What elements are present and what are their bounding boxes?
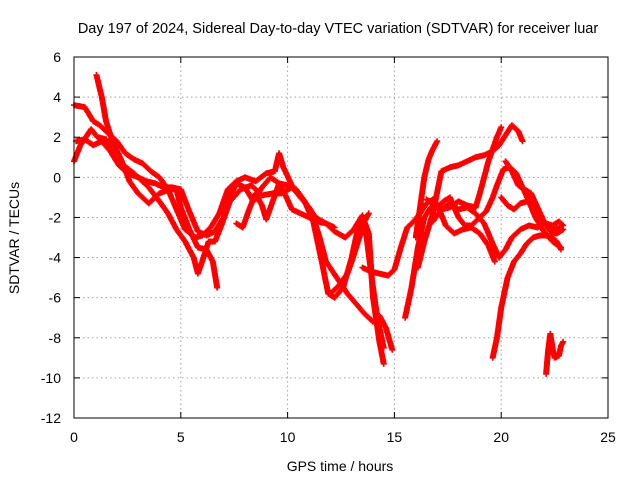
data-point-markers bbox=[233, 180, 338, 231]
x-tick-label: 20 bbox=[493, 429, 509, 445]
data-point-markers bbox=[327, 210, 372, 297]
series-track-16 bbox=[543, 330, 567, 377]
series-track-5 bbox=[233, 180, 338, 231]
series-track-9 bbox=[412, 138, 441, 241]
data-point-markers bbox=[543, 330, 567, 377]
plot-frame bbox=[73, 56, 609, 419]
series-track-2 bbox=[71, 102, 387, 367]
y-tick-label: 6 bbox=[53, 49, 61, 65]
y-tick-label: -2 bbox=[49, 209, 62, 225]
axis-ticks: 0 5 10 15 20 25 -12 -10 -8 -6 -4 -2 0 2 4 6 bbox=[41, 49, 616, 445]
y-tick-label: -8 bbox=[49, 330, 62, 346]
data-point-markers bbox=[423, 196, 498, 265]
y-tick-label: -4 bbox=[49, 250, 62, 266]
y-tick-label: -12 bbox=[41, 410, 61, 426]
x-tick-label: 15 bbox=[387, 429, 403, 445]
x-tick-label: 25 bbox=[600, 429, 616, 445]
series-track-4 bbox=[73, 136, 396, 353]
series-track-6 bbox=[327, 210, 372, 297]
data-point-markers bbox=[412, 138, 441, 241]
data-point-markers bbox=[489, 232, 565, 361]
y-tick-label: -6 bbox=[49, 290, 62, 306]
data-point-markers bbox=[71, 102, 387, 367]
data-point-markers bbox=[73, 136, 396, 353]
x-tick-label: 0 bbox=[70, 429, 78, 445]
series-track-13 bbox=[489, 232, 565, 361]
x-axis-label: GPS time / hours bbox=[287, 458, 394, 474]
y-axis-label: SDTVAR / TECUs bbox=[6, 182, 22, 294]
y-tick-label: 4 bbox=[53, 89, 61, 105]
x-tick-label: 5 bbox=[177, 429, 185, 445]
data-series bbox=[71, 72, 567, 377]
y-tick-label: -10 bbox=[41, 370, 61, 386]
grid-lines bbox=[74, 57, 608, 418]
y-tick-label: 0 bbox=[53, 169, 61, 185]
x-tick-label: 10 bbox=[280, 429, 296, 445]
series-track-15 bbox=[502, 158, 567, 237]
chart-title: Day 197 of 2024, Sidereal Day-to-day VTE… bbox=[78, 21, 599, 37]
data-point-markers bbox=[502, 158, 567, 237]
y-tick-label: 2 bbox=[53, 129, 61, 145]
series-track-12 bbox=[423, 196, 498, 265]
